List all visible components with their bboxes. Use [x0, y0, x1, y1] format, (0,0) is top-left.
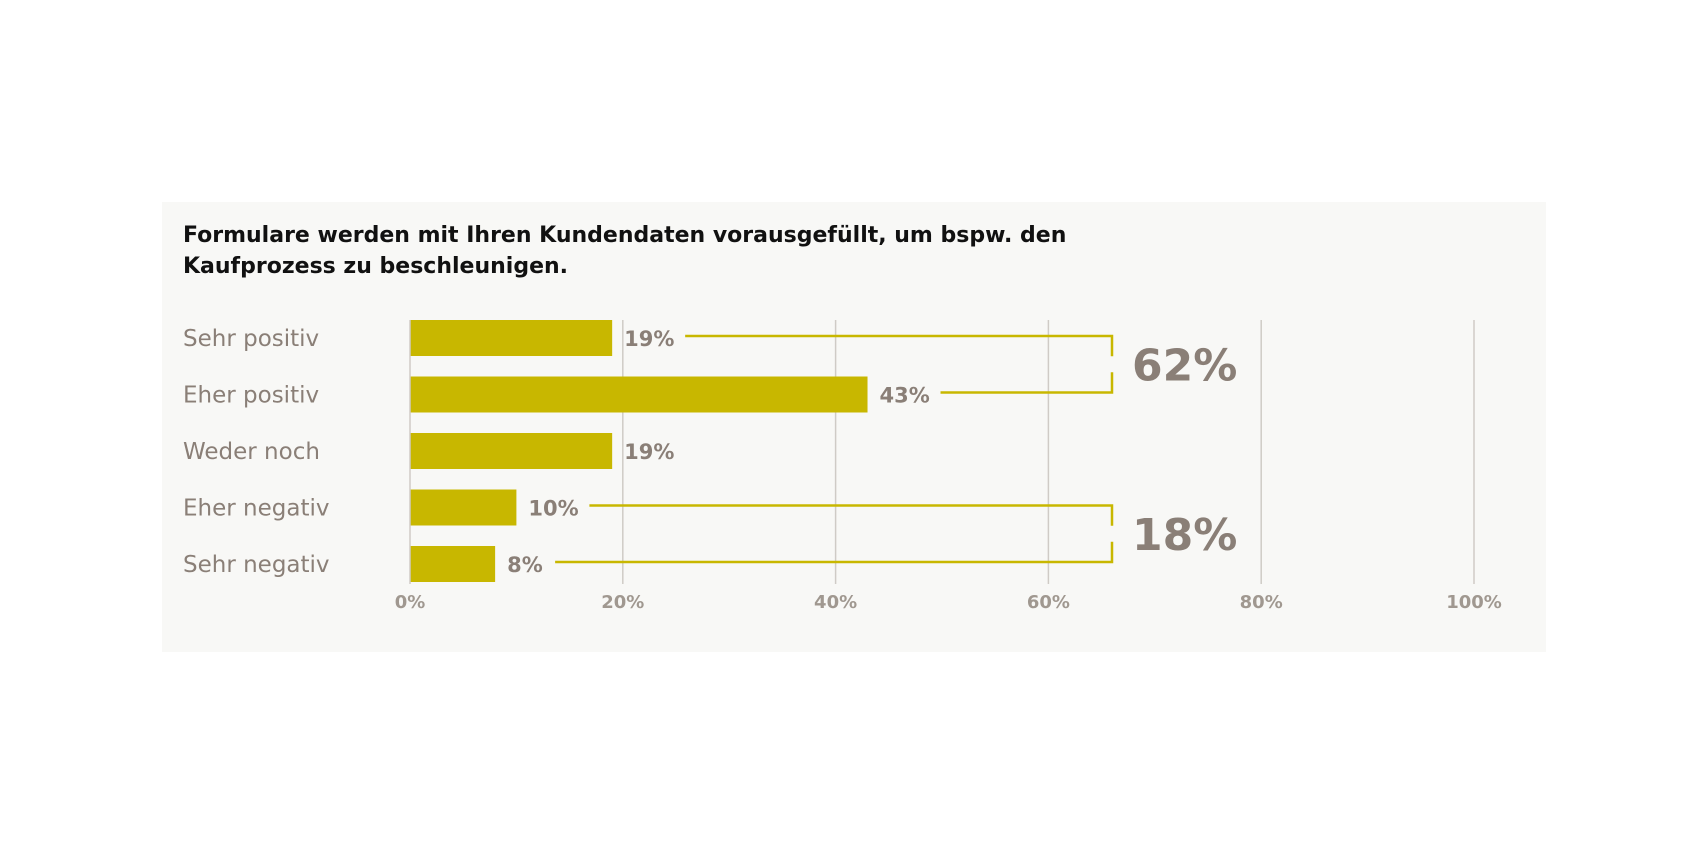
bar: [410, 546, 496, 582]
category-label: Eher negativ: [183, 496, 329, 522]
category-label: Sehr positiv: [183, 326, 319, 352]
x-tick-label: 100%: [1446, 592, 1502, 613]
group-bracket: [685, 334, 1114, 394]
x-tick-label: 80%: [1240, 592, 1283, 613]
value-label: 43%: [880, 384, 930, 408]
chart-title-line-1: Formulare werden mit Ihren Kundendaten v…: [183, 223, 1067, 248]
value-label: 19%: [624, 440, 674, 464]
bar: [410, 376, 868, 413]
value-label: 8%: [507, 553, 543, 577]
bar: [410, 489, 517, 526]
x-tick-label: 60%: [1027, 592, 1070, 613]
x-tick-label: 0%: [395, 592, 426, 613]
category-label: Sehr negativ: [183, 552, 330, 578]
group-total-label: 18%: [1132, 510, 1237, 561]
bar: [410, 320, 613, 356]
x-tick-label: 40%: [814, 592, 857, 613]
value-label: 19%: [624, 327, 674, 351]
x-tick-label: 20%: [601, 592, 644, 613]
chart-panel: [162, 202, 1546, 652]
chart-title-line-2: Kaufprozess zu beschleunigen.: [183, 254, 569, 279]
chart-title: Formulare werden mit Ihren Kundendaten v…: [183, 220, 1083, 282]
group-bracket: [555, 504, 1114, 564]
group-total-label: 62%: [1132, 340, 1237, 391]
category-label: Weder noch: [183, 439, 320, 465]
bar: [410, 433, 613, 469]
value-label: 10%: [528, 497, 578, 521]
category-label: Eher positiv: [183, 383, 319, 409]
